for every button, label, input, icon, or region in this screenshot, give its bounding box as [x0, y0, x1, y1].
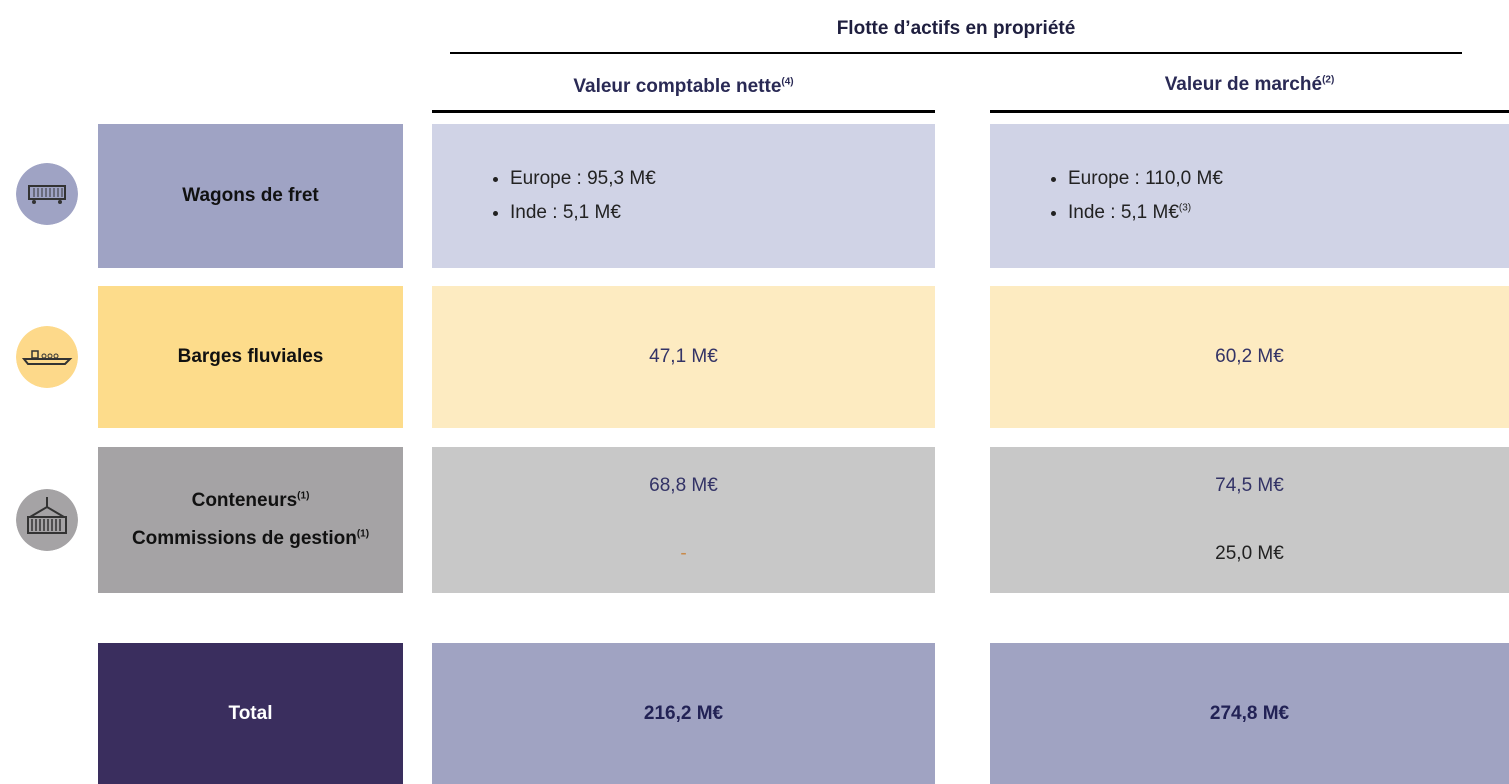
cell: Europe : 95,3 M€ Inde : 5,1 M€: [432, 124, 935, 268]
value: 274,8 M€: [1209, 702, 1290, 724]
list: Europe : 110,0 M€ Inde : 5,1 M€(3): [990, 156, 1509, 236]
cell: 274,8 M€: [990, 643, 1509, 784]
item-text: Inde : 5,1 M€: [1068, 202, 1179, 223]
wagon-icon: [16, 163, 78, 225]
value: 47,1 M€: [649, 346, 718, 367]
cell: 74,5 M€ 25,0 M€: [990, 447, 1509, 593]
note: (1): [356, 528, 370, 540]
label: Conteneurs(1): [192, 490, 310, 512]
note: (1): [297, 490, 310, 502]
value: 60,2 M€: [1215, 346, 1284, 367]
item: Inde : 5,1 M€(3): [1068, 202, 1509, 224]
label-text: Commissions de gestion: [131, 528, 357, 549]
cell: Europe : 110,0 M€ Inde : 5,1 M€(3): [990, 124, 1509, 268]
column-note: (2): [1322, 74, 1335, 86]
value: 25,0 M€: [1215, 543, 1284, 564]
item: Europe : 110,0 M€: [1068, 168, 1509, 190]
column-label: Valeur de marché: [1164, 74, 1323, 95]
title: Flotte d’actifs en propriété: [836, 18, 1076, 39]
value: 216,2 M€: [643, 702, 724, 724]
label: Barges fluviales: [177, 346, 324, 367]
item: Inde : 5,1 M€: [510, 202, 935, 224]
column-note: (4): [781, 76, 794, 88]
item: Europe : 95,3 M€: [510, 168, 935, 190]
column-header: Valeur comptable nette(4): [432, 76, 935, 98]
total-label: Total: [98, 643, 403, 784]
row-label: Wagons de fret: [98, 124, 403, 268]
cell: 60,2 M€: [990, 286, 1509, 428]
value: 74,5 M€: [1215, 475, 1284, 496]
label-text: Conteneurs: [191, 490, 298, 511]
column-label: Valeur comptable nette: [573, 76, 782, 97]
note: (3): [1178, 202, 1192, 214]
container-icon: [16, 489, 78, 551]
cell: 68,8 M€ -: [432, 447, 935, 593]
cell: 216,2 M€: [432, 643, 935, 784]
list: Europe : 95,3 M€ Inde : 5,1 M€: [432, 156, 935, 236]
value: -: [680, 543, 687, 564]
barge-icon: [16, 326, 78, 388]
column-header: Valeur de marché(2): [990, 74, 1509, 96]
label: Wagons de fret: [182, 185, 319, 206]
column-rule: [990, 110, 1509, 113]
row-label: Conteneurs(1) Commissions de gestion(1): [98, 447, 403, 593]
column-rule: [432, 110, 935, 113]
title-rule: [450, 52, 1462, 54]
label: Commissions de gestion(1): [132, 528, 369, 550]
row-label: Barges fluviales: [98, 286, 403, 428]
label: Total: [228, 702, 273, 724]
cell: 47,1 M€: [432, 286, 935, 428]
value: 68,8 M€: [649, 475, 718, 496]
